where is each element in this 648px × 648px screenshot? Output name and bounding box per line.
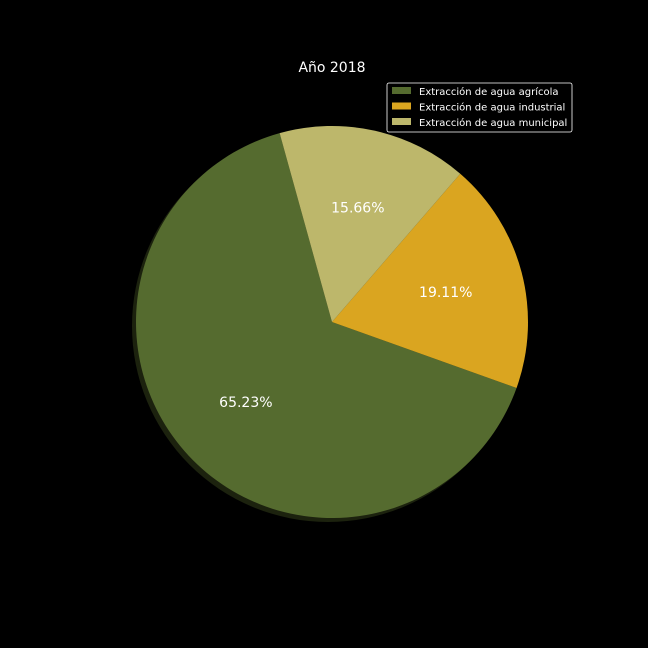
legend-label-industrial: Extracción de agua industrial (419, 102, 565, 114)
legend-swatch-municipal (392, 118, 411, 125)
pie-slices (135, 125, 528, 519)
pie-slice-municipal (279, 125, 461, 322)
pie-slice-industrial (332, 173, 528, 388)
legend-swatch-industrial (392, 102, 411, 110)
chart-title: Año 2018 (298, 60, 365, 76)
pie-labels: 65.23% 19.11% 15.66% (219, 200, 472, 411)
legend-box (386, 82, 573, 133)
pie-label-industrial: 19.11% (419, 285, 472, 301)
pie-label-municipal: 15.66% (331, 200, 384, 216)
legend-label-municipal: Extracción de agua municipal (419, 117, 567, 129)
pie-slice-agricola (135, 133, 517, 519)
pie-label-agricola: 65.23% (219, 395, 272, 411)
legend-swatch-agricola (392, 87, 411, 94)
legend-label-agricola: Extracción de agua agrícola (419, 86, 559, 98)
legend: Extracción de agua agrícola Extracción de… (386, 82, 573, 133)
